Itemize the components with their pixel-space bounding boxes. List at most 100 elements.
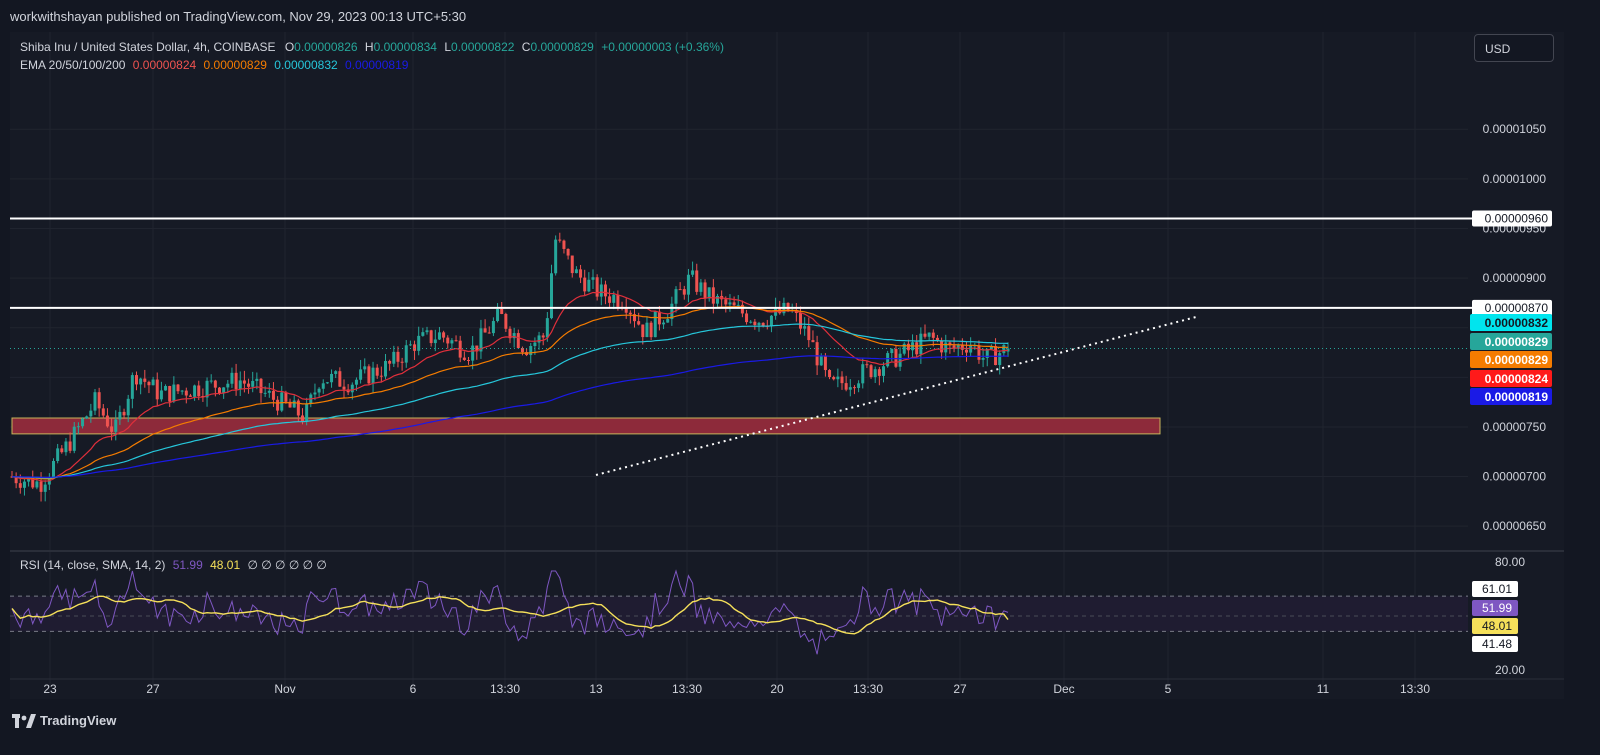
candle-body <box>388 360 392 364</box>
time-axis-tick: 5 <box>1165 682 1172 696</box>
candle-body <box>520 348 524 353</box>
candle-body <box>242 380 246 384</box>
candle-body <box>363 366 367 370</box>
rsi-axis-tick: 80.00 <box>1495 555 1525 569</box>
candle-body <box>886 353 890 367</box>
candle-body <box>238 380 242 390</box>
candle-body <box>935 337 939 341</box>
candle-body <box>906 343 910 351</box>
candle-body <box>533 342 537 347</box>
candles-group <box>10 232 1010 502</box>
support-trendline <box>595 316 1197 476</box>
price-axis-tick: 0.00000650 <box>1483 519 1547 533</box>
low-value: 0.00000822 <box>451 40 515 54</box>
candle-body <box>861 364 865 384</box>
candle-body <box>413 344 417 351</box>
candle-body <box>915 342 919 355</box>
candle-body <box>574 269 578 274</box>
candle-body <box>296 400 300 416</box>
candle-body <box>479 328 483 352</box>
candle-body <box>56 448 60 461</box>
candle-body <box>105 415 109 427</box>
candle-body <box>550 273 553 319</box>
candle-body <box>396 351 400 362</box>
candle-body <box>22 481 26 488</box>
candle-body <box>437 332 441 340</box>
candle-body <box>110 426 114 432</box>
candle-body <box>218 387 221 393</box>
candle-body <box>645 322 649 338</box>
rsi-value: 51.99 <box>172 558 203 572</box>
candle-body <box>392 351 396 364</box>
candle-body <box>998 353 1002 366</box>
ema200-value: 0.00000819 <box>345 58 409 72</box>
rsi-value-label-box <box>1472 600 1518 616</box>
candle-body <box>761 322 765 326</box>
support-zone <box>11 417 1161 435</box>
rsi-value-label-box <box>1472 581 1518 597</box>
candle-body <box>52 460 55 478</box>
candle-body <box>43 484 47 492</box>
candle-body <box>433 339 437 344</box>
candle-body <box>691 270 695 275</box>
candle-body <box>371 367 375 384</box>
candle-body <box>670 303 674 320</box>
candle-body <box>408 344 412 346</box>
candle-body <box>898 353 902 367</box>
candle-body <box>64 441 68 453</box>
candle-body <box>417 335 421 351</box>
tradingview-logo[interactable]: TradingView <box>12 713 116 728</box>
candle-body <box>164 386 168 391</box>
candle-body <box>259 378 263 394</box>
candle-body <box>919 333 923 355</box>
candle-body <box>882 366 885 376</box>
candle-body <box>60 448 64 453</box>
candle-body <box>927 332 931 337</box>
price-axis-tick: 0.00000900 <box>1483 271 1547 285</box>
ema50-value: 0.00000829 <box>203 58 267 72</box>
candle-body <box>728 302 732 305</box>
candle-body <box>454 340 458 342</box>
rsi-sma-line <box>11 595 1009 635</box>
candle-body <box>902 343 906 354</box>
time-axis-tick: 13:30 <box>672 682 702 696</box>
level-label-box <box>1472 210 1552 227</box>
ema100-line <box>11 323 1009 479</box>
candle-body <box>271 390 275 400</box>
candle-body <box>367 366 371 384</box>
ema20-line <box>11 291 1009 482</box>
candle-body <box>500 308 504 314</box>
candle-body <box>956 345 960 349</box>
series-price-label: 0.00000819 <box>1485 390 1549 404</box>
series-price-label-box <box>1470 370 1552 387</box>
candle-body <box>653 311 657 338</box>
candle-body <box>832 377 836 380</box>
candle-body <box>985 348 989 358</box>
candle-body <box>504 313 508 329</box>
rsi-value-label-box <box>1472 636 1518 652</box>
candle-body <box>865 364 869 366</box>
candle-body <box>68 441 72 451</box>
footer-bar <box>0 703 1600 755</box>
candle-body <box>682 289 686 295</box>
candle-body <box>35 481 39 488</box>
close-value: 0.00000829 <box>530 40 594 54</box>
candle-body <box>180 390 184 392</box>
candle-body <box>570 255 574 274</box>
currency-button[interactable]: USD <box>1474 34 1554 62</box>
candle-body <box>583 277 587 292</box>
series-price-label-box <box>1470 333 1552 350</box>
candle-body <box>819 355 823 366</box>
candle-body <box>230 372 234 384</box>
open-label: O <box>284 40 295 54</box>
candle-body <box>724 299 728 305</box>
ema20-value: 0.00000824 <box>132 58 197 72</box>
candle-body <box>184 390 188 396</box>
candle-body <box>952 345 956 349</box>
symbol-legend: Shiba Inu / United States Dollar, 4h, CO… <box>20 40 724 54</box>
candle-body <box>512 333 516 339</box>
candle-body <box>491 321 495 334</box>
candle-body <box>421 332 425 336</box>
candle-body <box>342 386 346 390</box>
